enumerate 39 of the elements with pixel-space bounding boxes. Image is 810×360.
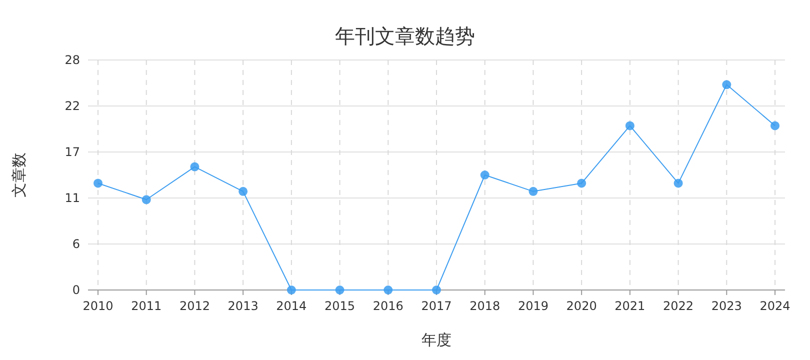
x-tick-label: 2010 [82,299,114,313]
point [432,286,441,294]
x-tick-label: 2013 [228,299,258,313]
point [190,162,200,172]
y-tick-label: 0 [72,283,80,297]
y-tick-label: 17 [64,145,80,159]
point [577,178,586,188]
point [674,178,683,188]
x-tick-label: 2018 [470,299,500,313]
x-tick-label: 2023 [711,299,742,313]
y-tick-label: 11 [64,191,80,205]
point [286,286,296,294]
point [625,121,634,130]
point [335,286,344,294]
point [528,186,538,196]
point [722,80,732,90]
x-tick-label: 2016 [372,299,404,313]
x-tick-label: 2017 [421,299,452,313]
point [770,121,780,130]
y-axis-title: 文章数 [10,152,28,198]
y-tick-label: 6 [72,237,80,251]
point [238,186,248,196]
x-axis-title: 年度 [422,331,452,349]
x-tick-label: 2020 [566,299,597,313]
x-tick-label: 2024 [760,299,790,313]
x-tick-label: 2015 [324,299,356,313]
point [384,286,393,294]
x-tick-label: 2021 [614,299,646,313]
x-tick-label: 2022 [663,299,694,313]
chart-title: 年刊文章数趋势 [335,24,475,48]
y-tick-label: 28 [64,53,80,67]
point [142,195,151,204]
x-tick-label: 2011 [131,299,162,313]
y-tick-label: 22 [64,99,80,113]
x-tick-label: 2012 [179,299,210,313]
point [94,178,102,188]
x-tick-label: 2014 [276,299,307,313]
point [480,170,490,180]
x-tick-label: 2019 [518,299,548,313]
